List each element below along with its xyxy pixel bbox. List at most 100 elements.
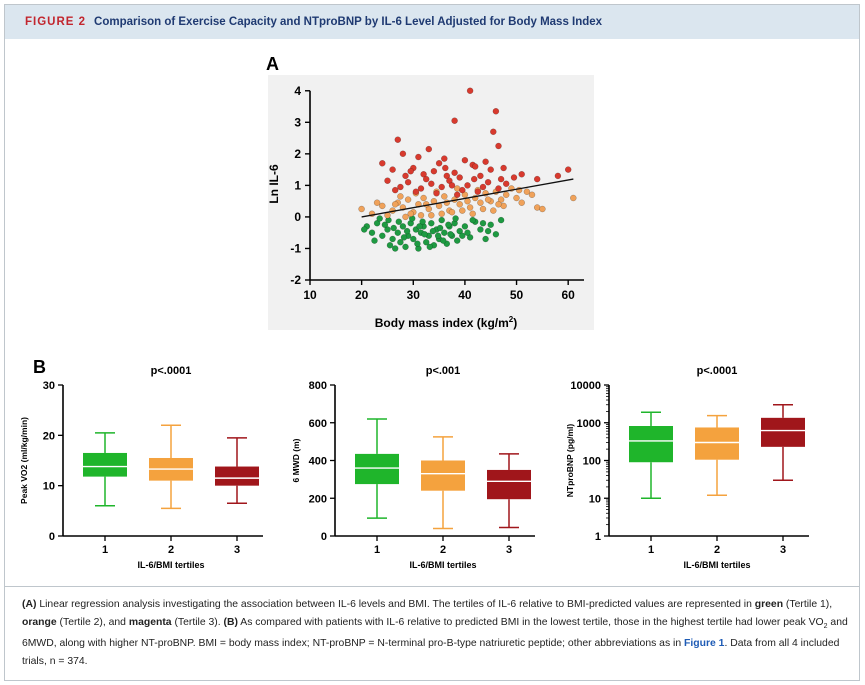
box-y-tick-label: 1 (595, 531, 601, 543)
scatter-point (513, 194, 520, 202)
box-x-tick-label: 3 (506, 544, 512, 556)
scatter-point (407, 167, 414, 175)
box-iqr (761, 417, 805, 447)
scatter-point (425, 205, 433, 213)
scatter-point (379, 160, 386, 167)
scatter-point (539, 205, 546, 213)
box-chart-pvalue: p<.0001 (697, 365, 738, 377)
box-y-tick-label: 200 (309, 493, 327, 505)
box-x-tick-label: 1 (102, 544, 108, 556)
scatter-point (441, 229, 448, 236)
scatter-point (459, 232, 466, 240)
scatter-point (464, 197, 471, 205)
scatter-point (570, 194, 577, 202)
scatter-point (397, 183, 404, 191)
scatter-point (554, 172, 562, 180)
caption-b-sub: 2 (823, 622, 828, 630)
scatter-point (402, 213, 409, 221)
box-x-label: IL-6/BMI tertiles (137, 560, 204, 570)
scatter-point (384, 226, 391, 233)
caption-b-text-3: . Data from all 4 included trials, n = 3… (22, 638, 840, 667)
box-y-tick-label: 0 (321, 531, 327, 543)
scatter-y-tick-label: 3 (294, 115, 301, 129)
scatter-point (384, 177, 391, 184)
scatter-point (391, 186, 399, 194)
scatter-point (459, 186, 466, 194)
box-3 (487, 453, 531, 529)
scatter-point (479, 219, 487, 227)
scatter-point (428, 180, 435, 188)
scatter-point (461, 191, 469, 199)
scatter-point (435, 160, 443, 167)
caption-divider (5, 586, 859, 587)
box-x-tick-label: 1 (648, 544, 654, 556)
box-y-tick-label: 0 (49, 531, 55, 543)
scatter-point (510, 174, 518, 181)
scatter-point (477, 172, 484, 180)
scatter-point (464, 229, 471, 236)
scatter-point (466, 204, 474, 211)
box-chart-pvalue: p<.001 (426, 365, 461, 377)
scatter-point (502, 180, 510, 188)
scatter-point (456, 227, 463, 235)
scatter-point (564, 166, 572, 173)
scatter-point (477, 226, 484, 233)
scatter-point (479, 183, 487, 191)
scatter-point (379, 232, 386, 240)
scatter-point (376, 215, 383, 222)
scatter-point (381, 221, 389, 229)
scatter-point (416, 223, 423, 230)
scatter-x-tick-label: 60 (562, 288, 576, 302)
scatter-point (410, 235, 417, 243)
scatter-x-tick-label: 30 (407, 288, 421, 302)
box-x-tick-label: 2 (168, 544, 174, 556)
figure-caption: (A) Linear regression analysis investiga… (22, 596, 850, 670)
box-x-tick-label: 1 (374, 544, 380, 556)
scatter-point (441, 193, 448, 200)
scatter-point (358, 205, 365, 213)
scatter-point (436, 224, 444, 232)
scatter-point (469, 216, 476, 224)
scatter-y-tick-label: 1 (294, 178, 301, 192)
scatter-point (492, 231, 500, 238)
scatter-point (456, 201, 463, 208)
scatter-point (403, 227, 411, 235)
scatter-point (447, 231, 454, 238)
scatter-point (443, 172, 451, 180)
scatter-x-tick-label: 50 (510, 288, 524, 302)
scatter-point (438, 216, 445, 224)
figure-graphics: A Ln IL-6 Body mass index (kg/m2) 10 20 30… (19, 54, 809, 570)
scatter-x-tick-label: 40 (458, 288, 472, 302)
caption-b-text-2: and 6MWD, along with higher NT-proBNP. B… (22, 616, 848, 650)
box-3 (761, 403, 805, 481)
scatter-point (453, 237, 461, 244)
scatter-point (470, 175, 478, 183)
box-chart-1: p<.0001 0 10 20 30 Peak VO2 (ml/kg/min) 1 2 3 IL-… (19, 365, 263, 570)
scatter-point (404, 196, 412, 203)
caption-green-rest: (Tertile 1), (783, 599, 833, 610)
scatter-point (360, 226, 368, 233)
scatter-point (399, 150, 407, 158)
scatter-plot: 10 20 30 40 50 60 -2 -1 0 1 2 3 4 (290, 84, 584, 302)
scatter-point (426, 243, 434, 251)
box-x-tick-label: 2 (714, 544, 720, 556)
panel-a-xlabel-sup: 2 (509, 315, 514, 324)
scatter-point (419, 218, 426, 225)
scatter-point (446, 177, 453, 184)
scatter-point (391, 201, 399, 208)
caption-magenta: magenta (128, 616, 172, 628)
scatter-point (373, 199, 381, 206)
caption-magenta-rest: (Tertile 3). (171, 616, 224, 628)
caption-figure-link[interactable]: Figure 1 (684, 638, 725, 650)
scatter-point (474, 188, 482, 195)
scatter-point (448, 182, 456, 189)
box-x-tick-label: 3 (780, 544, 786, 556)
box-y-label: 6 MWD (m) (291, 438, 301, 482)
scatter-point (500, 164, 507, 172)
scatter-point (438, 183, 445, 191)
box-y-tick-label: 10 (589, 493, 601, 505)
scatter-point (487, 166, 494, 173)
figure-header: FIGURE 2 Comparison of Exercise Capacity… (5, 5, 859, 39)
panel-a-xlabel-main: Body mass index (kg/m (375, 316, 509, 330)
